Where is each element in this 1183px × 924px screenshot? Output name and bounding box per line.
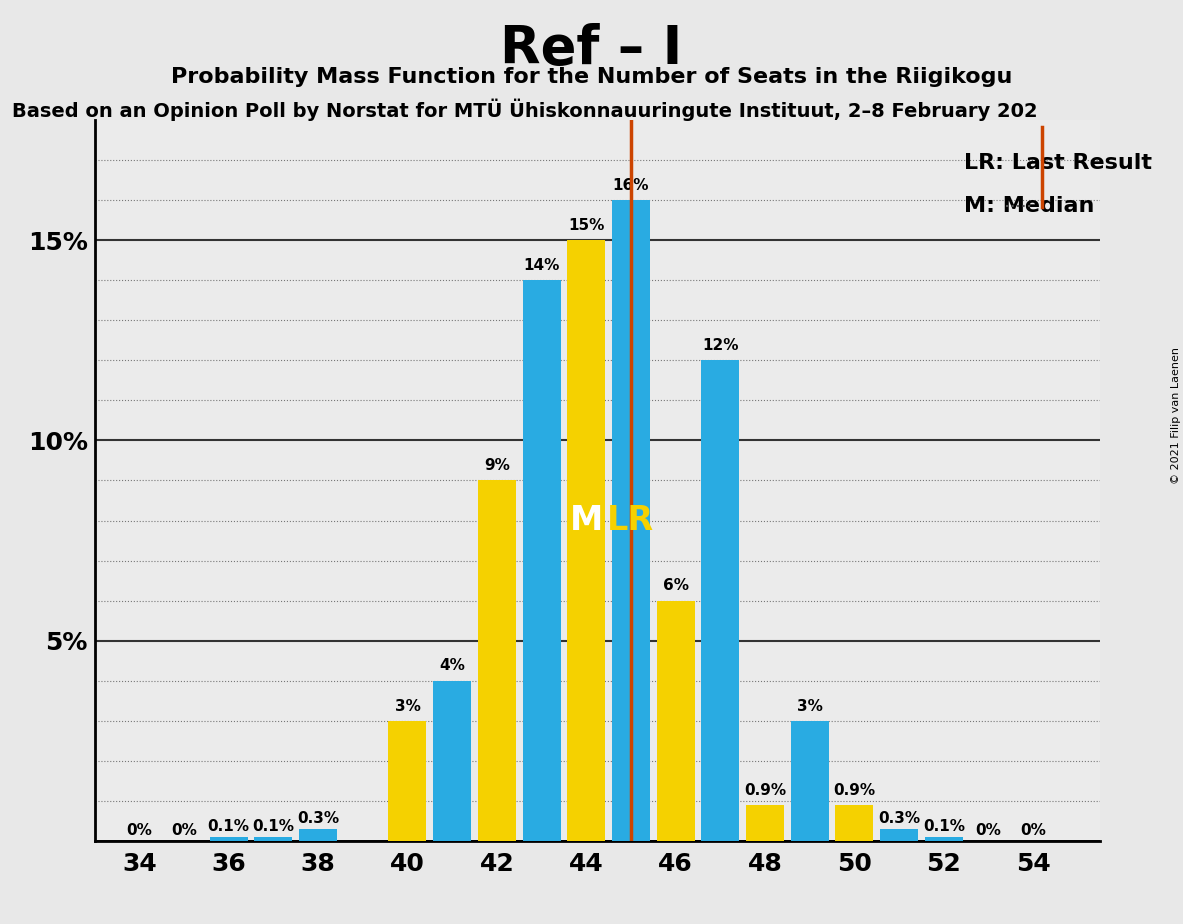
Text: 0.9%: 0.9% — [744, 783, 786, 797]
Text: 0%: 0% — [127, 823, 153, 838]
Bar — [209, 837, 247, 841]
Text: M: M — [570, 504, 603, 537]
Text: 0.3%: 0.3% — [878, 811, 920, 826]
Text: Ref – I: Ref – I — [500, 23, 683, 75]
Text: 9%: 9% — [484, 458, 510, 473]
Bar — [299, 829, 337, 841]
Text: Based on an Opinion Poll by Norstat for MTÜ Ühiskonnauuringute Instituut, 2–8 Fe: Based on an Opinion Poll by Norstat for … — [12, 99, 1037, 121]
Bar — [835, 805, 873, 841]
Text: 12%: 12% — [702, 338, 738, 353]
Text: LR: LR — [607, 504, 654, 537]
Bar — [523, 280, 561, 841]
Bar — [702, 360, 739, 841]
Text: Probability Mass Function for the Number of Seats in the Riigikogu: Probability Mass Function for the Number… — [170, 67, 1013, 87]
Bar — [568, 240, 606, 841]
Text: 14%: 14% — [523, 258, 560, 274]
Text: 0%: 0% — [1020, 823, 1046, 838]
Bar — [657, 601, 694, 841]
Text: 0.1%: 0.1% — [208, 820, 250, 834]
Bar — [612, 201, 649, 841]
Bar — [254, 837, 292, 841]
Bar — [478, 480, 516, 841]
Text: 0.1%: 0.1% — [252, 820, 295, 834]
Text: 0%: 0% — [172, 823, 196, 838]
Text: 0.3%: 0.3% — [297, 811, 340, 826]
Bar — [790, 721, 829, 841]
Text: 0.9%: 0.9% — [833, 783, 875, 797]
Text: 15%: 15% — [568, 218, 605, 233]
Text: LR: Last Result: LR: Last Result — [964, 152, 1152, 173]
Text: 4%: 4% — [439, 659, 465, 674]
Text: 6%: 6% — [662, 578, 689, 593]
Text: © 2021 Filip van Laenen: © 2021 Filip van Laenen — [1171, 347, 1181, 484]
Text: M: Median: M: Median — [964, 196, 1094, 216]
Bar — [925, 837, 963, 841]
Text: 3%: 3% — [797, 699, 822, 713]
Bar — [433, 681, 471, 841]
Text: 16%: 16% — [613, 178, 649, 193]
Text: 3%: 3% — [395, 699, 420, 713]
Bar — [388, 721, 427, 841]
Bar — [880, 829, 918, 841]
Bar — [746, 805, 784, 841]
Text: 0.1%: 0.1% — [923, 820, 965, 834]
Text: 0%: 0% — [976, 823, 1001, 838]
